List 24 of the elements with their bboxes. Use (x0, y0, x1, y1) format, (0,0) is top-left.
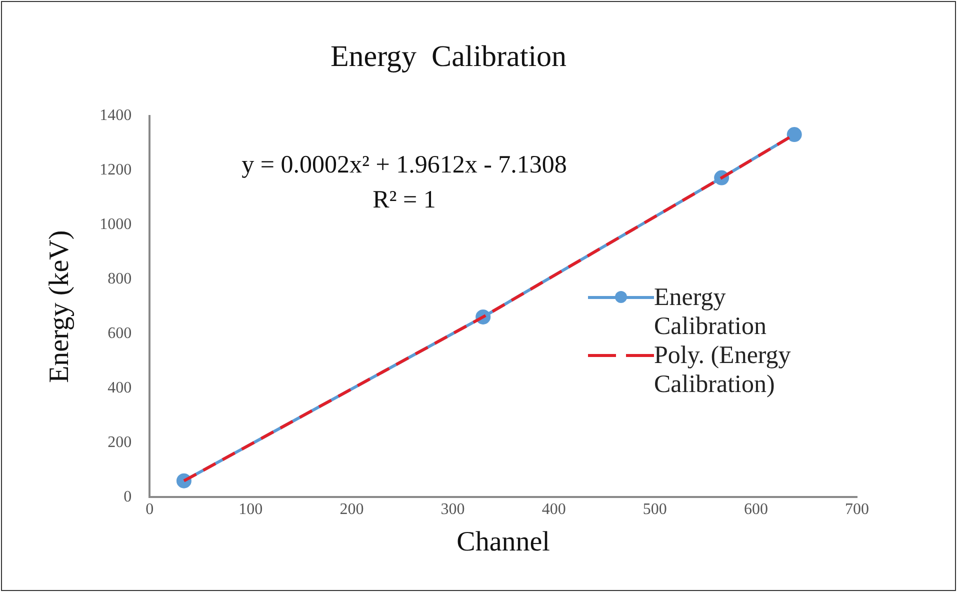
x-axis-title: Channel (456, 526, 550, 558)
y-tick-label: 1400 (100, 107, 132, 124)
x-tick-label: 500 (642, 501, 667, 518)
y-axis-title: Energy (keV) (44, 230, 76, 383)
annotation: y = 0.0002x² + 1.9612x - 7.1308 (242, 152, 567, 179)
x-tick-label: 100 (238, 501, 263, 518)
y-tick-label: 1200 (100, 162, 132, 179)
y-tick-label: 600 (108, 325, 132, 342)
annotation: R² = 1 (372, 186, 436, 214)
x-tick-label: 700 (845, 501, 869, 518)
x-tick-label: 600 (744, 501, 768, 518)
legend-label: Energy Calibration (654, 283, 768, 341)
x-tick-label: 400 (542, 501, 566, 518)
point (786, 127, 802, 142)
y-tick-label: 400 (108, 379, 132, 396)
chart-title: Energy Calibration (330, 40, 567, 73)
x-tick-label: 0 (146, 501, 154, 518)
y-tick-label: 200 (108, 434, 132, 451)
y-tick-label: 1000 (100, 216, 132, 234)
y-tick-label: 800 (108, 270, 132, 288)
legend-label: Poly. (Energy Calibration) (654, 341, 792, 399)
x-tick-label: 300 (440, 501, 465, 518)
y-tick-label: 0 (124, 488, 132, 506)
x-tick-label: 200 (340, 501, 364, 518)
